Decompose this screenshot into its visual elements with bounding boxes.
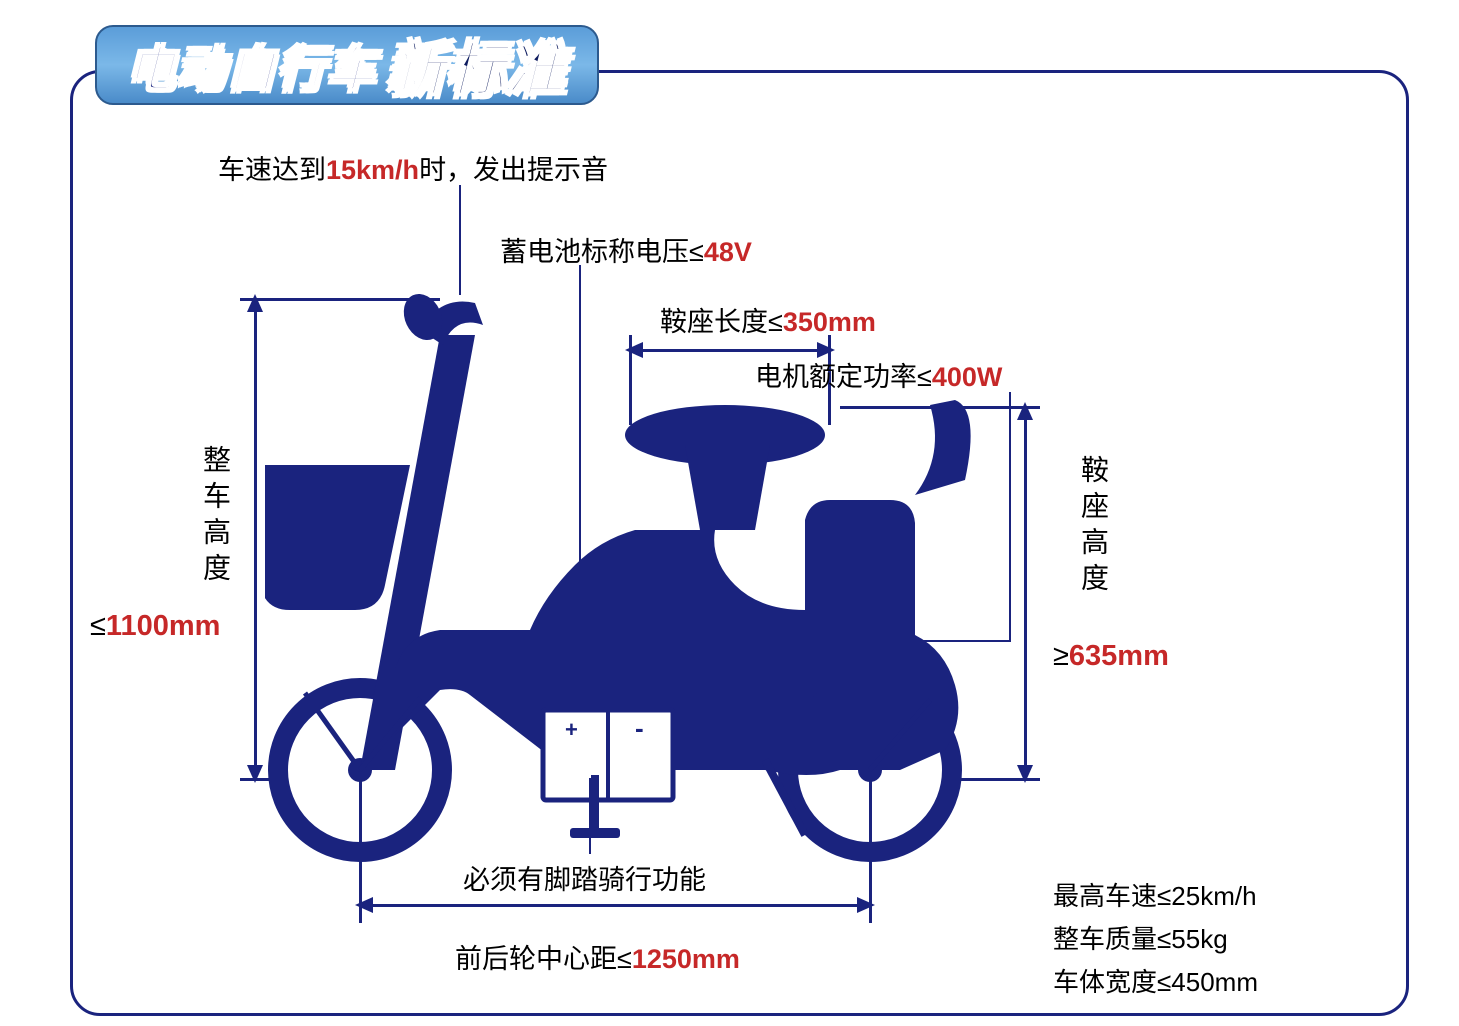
title-part2: 新标准 [387, 23, 567, 107]
value-seat-height: ≥635mm [1053, 640, 1169, 673]
arrow-height-top [247, 294, 263, 312]
title-band: 电动自行车 新标准 [95, 25, 599, 105]
arrow-seat-left [625, 342, 643, 358]
dim-wheelbase-bar [370, 904, 860, 907]
svg-text:+: + [565, 717, 578, 742]
tick-height-bot [240, 778, 280, 781]
svg-text:-: - [635, 713, 644, 743]
label-pedal: 必须有脚踏骑行功能 [463, 858, 706, 897]
title-part1: 电动自行车 [127, 30, 377, 100]
spec-row-2: 车体宽度≤450mm [1053, 961, 1258, 1004]
label-total-height: 整车高度 [195, 445, 235, 589]
pointer-pedal [589, 778, 591, 854]
arrow-wb-right [857, 897, 875, 913]
value-total-height: ≤1100mm [90, 610, 220, 643]
label-wheelbase: 前后轮中心距≤1250mm [455, 937, 740, 976]
dim-height-bar [254, 310, 257, 768]
label-seat-height: 鞍座高度 [1073, 455, 1113, 599]
pointer-battery [579, 265, 581, 700]
spec-row-0: 最高车速≤25km/h [1053, 875, 1258, 918]
tick-sh-bot [960, 778, 1040, 781]
label-battery-voltage: 蓄电池标称电压≤48V [500, 230, 752, 269]
arrow-sh-top [1017, 402, 1033, 420]
tick-wb-right [869, 778, 872, 923]
pointer-motor-h [900, 640, 1010, 642]
dim-seat-length-bar [640, 349, 820, 352]
arrow-wb-left [355, 897, 373, 913]
spec-row-1: 整车质量≤55kg [1053, 918, 1258, 961]
label-seat-length: 鞍座长度≤350mm [660, 300, 876, 339]
tick-wb-left [359, 778, 362, 923]
specs-list: 最高车速≤25km/h 整车质量≤55kg 车体宽度≤450mm [1053, 875, 1258, 1004]
tick-height-top [240, 298, 440, 301]
label-motor-power: 电机额定功率≤400W [755, 355, 1002, 394]
tick-seat-left [629, 335, 632, 425]
pointer-speed-alert [459, 185, 461, 295]
pointer-motor [1009, 392, 1011, 642]
dim-seatheight-bar [1024, 418, 1027, 768]
label-speed-alert: 车速达到15km/h时，发出提示音 [218, 148, 608, 187]
tick-sh-top [840, 406, 1040, 409]
